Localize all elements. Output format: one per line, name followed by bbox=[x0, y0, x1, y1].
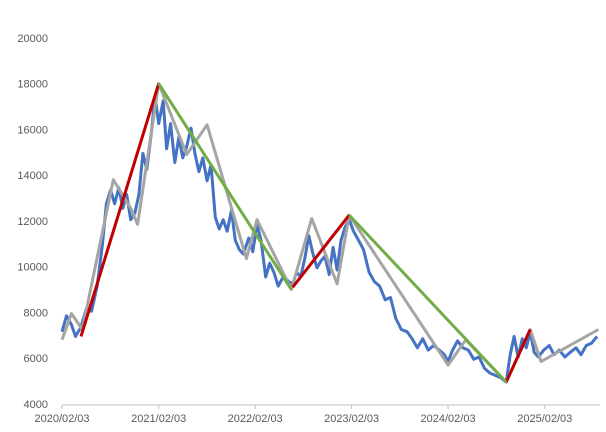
y-tick-label: 18000 bbox=[17, 79, 48, 91]
y-tick-label: 20000 bbox=[17, 33, 48, 45]
x-tick-label: 2024/02/03 bbox=[421, 413, 476, 425]
y-tick-label: 16000 bbox=[17, 124, 48, 136]
x-tick-label: 2025/02/03 bbox=[517, 413, 572, 425]
x-tick-label: 2022/02/03 bbox=[228, 413, 283, 425]
series-line bbox=[79, 83, 532, 383]
series-line bbox=[157, 82, 508, 384]
y-tick-label: 6000 bbox=[24, 353, 48, 365]
x-tick-label: 2021/02/03 bbox=[131, 413, 186, 425]
series-line bbox=[60, 82, 600, 384]
y-tick-label: 4000 bbox=[24, 399, 48, 411]
y-tick-label: 8000 bbox=[24, 307, 48, 319]
y-tick-label: 12000 bbox=[17, 216, 48, 228]
y-tick-label: 14000 bbox=[17, 170, 48, 182]
x-tick-label: 2023/02/03 bbox=[324, 413, 379, 425]
y-tick-label: 10000 bbox=[17, 262, 48, 274]
x-tick-label: 2020/02/03 bbox=[34, 413, 89, 425]
